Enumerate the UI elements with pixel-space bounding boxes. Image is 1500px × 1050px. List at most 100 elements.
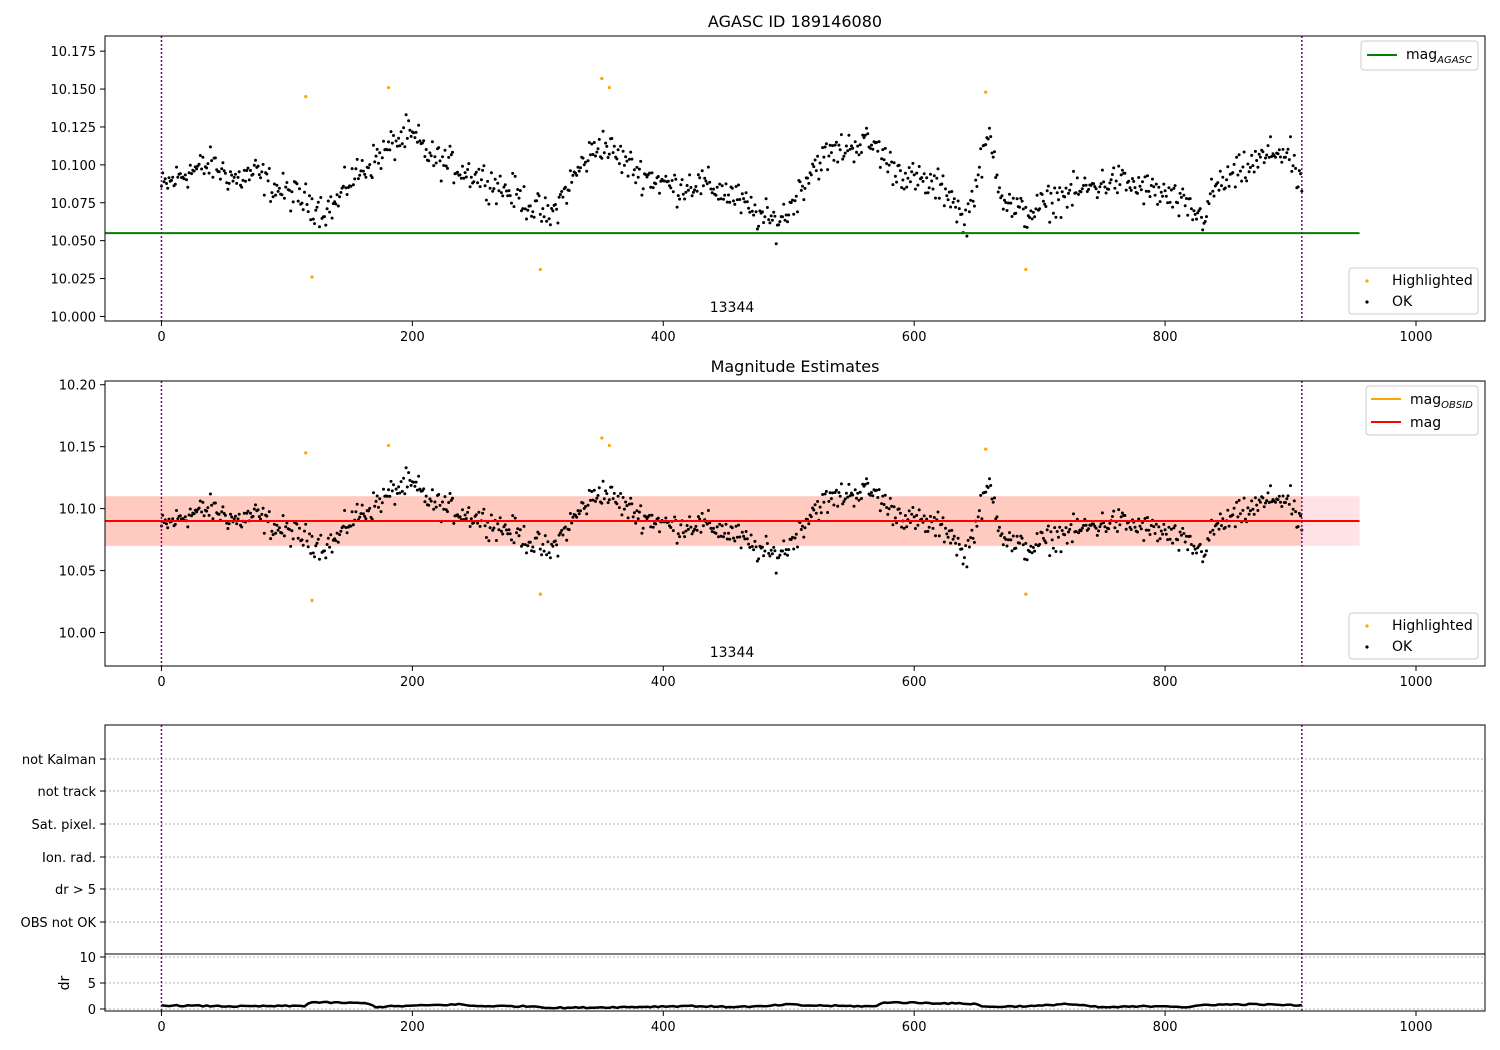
ok-point-689 bbox=[1024, 205, 1028, 209]
ok-point-703 bbox=[1041, 199, 1045, 203]
ok-point-247 bbox=[469, 175, 473, 179]
ok-point-866 bbox=[1246, 506, 1250, 510]
ok-point-652 bbox=[977, 165, 981, 169]
ok-point-423 bbox=[690, 532, 694, 536]
ok-point-275 bbox=[505, 189, 508, 193]
ok-point-295 bbox=[530, 549, 533, 553]
ok-point-684 bbox=[1018, 541, 1022, 545]
ok-point-768 bbox=[1123, 514, 1127, 517]
ok-point-702 bbox=[1040, 531, 1044, 535]
ok-point-91 bbox=[274, 193, 278, 197]
ok-point-348 bbox=[596, 147, 600, 151]
ok-point-134 bbox=[328, 545, 332, 549]
x-tick-label-2: 400 bbox=[651, 1020, 676, 1035]
ok-point-202 bbox=[413, 136, 417, 140]
ok-point-54 bbox=[227, 181, 231, 185]
ok-point-784 bbox=[1143, 517, 1147, 520]
ok-point-202 bbox=[413, 484, 417, 488]
ok-point-152 bbox=[350, 510, 354, 514]
ok-point-336 bbox=[581, 501, 585, 505]
ok-point-323 bbox=[565, 201, 569, 205]
ok-point-781 bbox=[1139, 527, 1143, 531]
ok-point-649 bbox=[974, 178, 978, 182]
ok-point-622 bbox=[940, 522, 944, 526]
ok-point-284 bbox=[516, 527, 520, 531]
ok-point-346 bbox=[594, 499, 597, 503]
ok-point-40 bbox=[210, 159, 214, 163]
ok-point-626 bbox=[945, 194, 949, 198]
ok-point-412 bbox=[676, 532, 680, 536]
y-tick-label-2: 10.10 bbox=[59, 503, 96, 518]
ok-point-197 bbox=[407, 119, 411, 123]
ok-point-483 bbox=[765, 206, 769, 209]
ok-point-163 bbox=[364, 517, 368, 521]
ok-point-258 bbox=[483, 524, 487, 528]
ok-point-369 bbox=[622, 163, 626, 167]
ok-point-124 bbox=[315, 541, 319, 545]
ok-point-465 bbox=[743, 537, 747, 541]
ok-point-463 bbox=[740, 530, 744, 534]
ok-point-53 bbox=[226, 187, 230, 191]
ok-point-267 bbox=[494, 539, 498, 542]
ok-point-681 bbox=[1014, 546, 1018, 550]
ok-point-3 bbox=[163, 177, 167, 181]
ok-point-262 bbox=[488, 186, 492, 190]
highlighted-point-6 bbox=[984, 90, 988, 94]
ok-point-432 bbox=[701, 524, 705, 528]
ok-point-120 bbox=[310, 197, 314, 201]
ok-point-109 bbox=[296, 536, 300, 540]
ok-point-80 bbox=[260, 170, 264, 174]
ok-point-114 bbox=[303, 529, 306, 533]
ok-point-339 bbox=[585, 169, 589, 173]
ok-point-328 bbox=[571, 515, 575, 519]
ok-point-796 bbox=[1158, 200, 1162, 204]
ok-point-124 bbox=[315, 205, 319, 209]
dr-axis-label: dr bbox=[57, 975, 73, 990]
ok-point-576 bbox=[882, 503, 886, 506]
ok-point-640 bbox=[962, 556, 966, 560]
ok-point-480 bbox=[762, 554, 766, 558]
ok-point-829 bbox=[1200, 550, 1203, 554]
ok-point-893 bbox=[1280, 505, 1284, 508]
ok-point-334 bbox=[579, 166, 582, 170]
ok-point-359 bbox=[610, 485, 614, 489]
ok-point-873 bbox=[1255, 159, 1259, 162]
ok-point-894 bbox=[1281, 147, 1285, 151]
ok-point-541 bbox=[838, 494, 842, 498]
ok-point-636 bbox=[957, 207, 961, 211]
ok-point-245 bbox=[467, 506, 471, 510]
ok-point-159 bbox=[359, 169, 363, 173]
ok-point-641 bbox=[964, 208, 968, 212]
ok-point-750 bbox=[1100, 168, 1104, 172]
ok-point-775 bbox=[1132, 179, 1136, 183]
ok-point-631 bbox=[951, 537, 955, 541]
ok-point-821 bbox=[1189, 207, 1193, 211]
ok-point-904 bbox=[1294, 166, 1298, 170]
ok-point-539 bbox=[836, 160, 840, 164]
ok-point-448 bbox=[722, 197, 725, 201]
ok-point-352 bbox=[601, 129, 605, 133]
ok-point-426 bbox=[694, 524, 698, 528]
ok-point-201 bbox=[412, 131, 416, 135]
ok-point-389 bbox=[648, 513, 651, 517]
ok-point-855 bbox=[1232, 162, 1236, 166]
ok-point-765 bbox=[1119, 173, 1123, 177]
ok-point-641 bbox=[964, 544, 968, 548]
ok-point-814 bbox=[1181, 526, 1185, 530]
ok-point-292 bbox=[526, 208, 530, 212]
ok-point-165 bbox=[367, 509, 370, 513]
ok-point-606 bbox=[920, 176, 924, 180]
ok-point-563 bbox=[866, 132, 870, 136]
ok-point-54 bbox=[227, 522, 231, 526]
ok-point-440 bbox=[712, 526, 715, 530]
ok-point-103 bbox=[289, 209, 293, 213]
ok-point-779 bbox=[1137, 517, 1141, 521]
ok-point-885 bbox=[1270, 155, 1274, 158]
ok-point-872 bbox=[1253, 496, 1257, 500]
ok-point-283 bbox=[515, 192, 518, 196]
ok-point-630 bbox=[950, 190, 954, 193]
ok-point-654 bbox=[980, 175, 984, 179]
ok-point-312 bbox=[551, 209, 555, 213]
ok-point-394 bbox=[654, 522, 658, 526]
